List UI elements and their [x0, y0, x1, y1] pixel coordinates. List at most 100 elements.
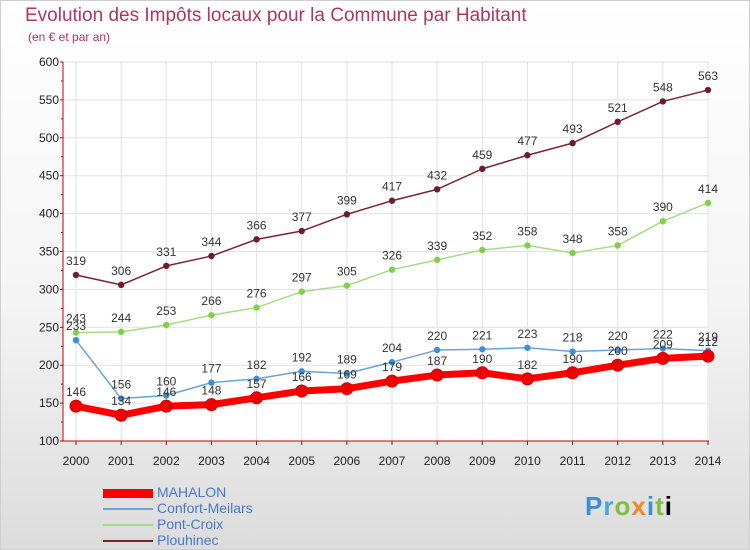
data-label-confort-meilars: 221: [472, 328, 492, 342]
y-tick-label: 250: [39, 320, 59, 334]
data-label-mahalon: 209: [653, 337, 673, 351]
data-label-mahalon: 157: [247, 377, 267, 391]
logo-letter: P: [585, 491, 604, 521]
data-point-mahalon: [69, 399, 83, 413]
data-point-plouhinec: [659, 98, 667, 105]
data-point-confort-meilars: [117, 395, 125, 402]
data-point-mahalon: [250, 391, 264, 405]
data-point-confort-meilars: [433, 346, 441, 354]
x-tick-label: 2001: [108, 454, 135, 468]
data-point-plouhinec: [388, 197, 396, 204]
data-point-confort-meilars: [388, 358, 396, 366]
data-point-plouhinec: [479, 165, 486, 173]
data-label-mahalon: 166: [292, 370, 312, 384]
x-tick-label: 2006: [334, 454, 361, 468]
y-tick-label: 450: [39, 169, 59, 183]
data-point-mahalon: [295, 384, 309, 398]
data-label-plouhinec: 319: [66, 254, 86, 268]
data-label-mahalon: 134: [111, 394, 131, 408]
legend-swatch: [103, 508, 153, 510]
legend-swatch: [103, 540, 153, 542]
data-point-pont-croix: [117, 328, 125, 336]
data-label-confort-meilars: 233: [66, 319, 86, 333]
legend-swatch: [103, 524, 153, 526]
data-point-pont-croix: [524, 242, 531, 249]
data-point-confort-meilars: [163, 392, 170, 399]
legend-label: Confort-Meilars: [157, 500, 253, 516]
data-label-plouhinec: 377: [292, 210, 312, 224]
data-point-mahalon: [656, 351, 670, 365]
data-point-pont-croix: [659, 217, 667, 225]
x-tick-label: 2007: [379, 454, 406, 468]
y-tick-label: 300: [39, 282, 59, 296]
data-label-pont-croix: 358: [517, 224, 537, 238]
data-label-mahalon: 146: [156, 385, 176, 399]
data-label-pont-croix: 352: [472, 229, 492, 243]
x-tick-label: 2008: [424, 454, 451, 468]
data-point-mahalon: [385, 374, 399, 388]
data-point-pont-croix: [343, 282, 351, 289]
data-label-pont-croix: 339: [427, 239, 447, 253]
legend-label: Pont-Croix: [157, 516, 224, 532]
data-label-confort-meilars: 223: [517, 327, 537, 341]
data-label-pont-croix: 326: [382, 249, 402, 263]
data-label-plouhinec: 399: [337, 193, 357, 207]
data-point-confort-meilars: [524, 344, 531, 351]
y-tick-label: 100: [39, 434, 59, 448]
data-label-mahalon: 200: [608, 344, 628, 358]
data-point-mahalon: [340, 382, 354, 396]
data-label-mahalon: 212: [698, 335, 718, 349]
data-label-plouhinec: 477: [517, 134, 537, 148]
data-point-plouhinec: [524, 152, 531, 159]
x-tick-label: 2010: [514, 454, 541, 468]
chart-subtitle: (en € et par an): [28, 30, 111, 44]
data-point-plouhinec: [72, 271, 80, 279]
data-point-pont-croix: [479, 246, 486, 254]
legend-label: MAHALON: [157, 484, 227, 500]
data-label-plouhinec: 548: [653, 80, 673, 94]
data-label-plouhinec: 563: [698, 69, 718, 83]
logo-letter: i: [646, 491, 656, 521]
data-label-confort-meilars: 219: [698, 330, 718, 344]
x-tick-label: 2000: [63, 454, 90, 468]
data-point-pont-croix: [388, 266, 396, 273]
data-point-confort-meilars: [208, 379, 215, 386]
data-point-pont-croix: [163, 321, 170, 329]
data-point-pont-croix: [704, 199, 712, 207]
data-label-confort-meilars: 220: [608, 329, 628, 343]
x-tick-label: 2004: [243, 454, 270, 468]
y-tick-label: 400: [39, 207, 59, 221]
data-point-confort-meilars: [253, 375, 260, 383]
data-label-plouhinec: 521: [608, 101, 628, 115]
data-point-pont-croix: [614, 242, 621, 249]
data-point-plouhinec: [614, 118, 621, 126]
data-label-confort-meilars: 192: [292, 350, 312, 364]
data-label-confort-meilars: 189: [337, 353, 357, 367]
data-label-confort-meilars: 177: [201, 362, 221, 376]
data-point-pont-croix: [208, 311, 215, 319]
chart-title: Evolution des Impôts locaux pour la Comm…: [25, 5, 527, 26]
data-label-pont-croix: 243: [66, 312, 86, 326]
data-point-mahalon: [566, 366, 580, 380]
data-point-mahalon: [430, 368, 444, 382]
data-label-mahalon: 179: [382, 360, 402, 374]
data-label-confort-meilars: 156: [111, 378, 131, 392]
data-point-mahalon: [611, 358, 625, 372]
data-label-pont-croix: 276: [247, 287, 267, 301]
logo-letter: x: [631, 491, 647, 521]
x-tick-label: 2005: [288, 454, 315, 468]
data-label-plouhinec: 432: [427, 168, 447, 182]
data-point-mahalon: [520, 372, 534, 386]
data-point-plouhinec: [343, 211, 351, 218]
data-point-confort-meilars: [343, 370, 351, 377]
data-label-mahalon: 182: [517, 358, 537, 372]
y-tick-label: 350: [39, 245, 59, 259]
data-point-plouhinec: [433, 186, 441, 193]
proxiti-logo: Proxiti: [585, 491, 673, 522]
data-label-plouhinec: 493: [563, 122, 583, 136]
data-point-pont-croix: [569, 249, 576, 257]
data-point-mahalon: [204, 398, 218, 412]
data-point-confort-meilars: [569, 348, 576, 355]
